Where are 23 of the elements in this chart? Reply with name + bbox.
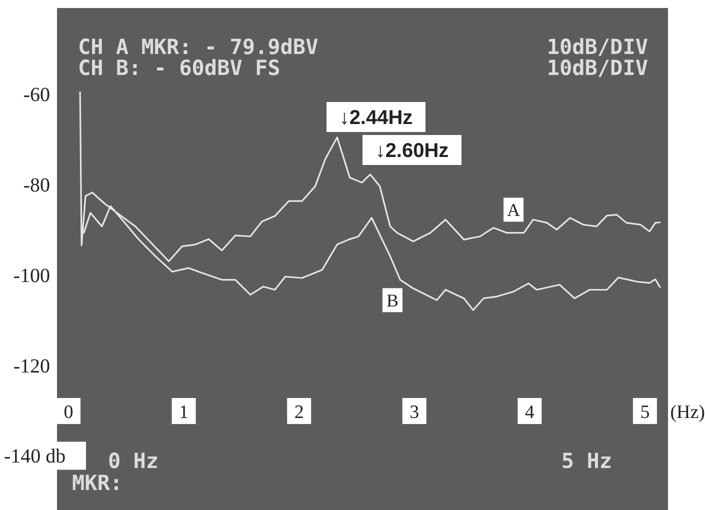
annotation: 0 Hz — [108, 449, 159, 473]
annotation: A — [507, 200, 520, 220]
annotation: B — [386, 290, 398, 311]
x-tick-label: 2 — [294, 402, 304, 423]
annotation: ↓2.44Hz — [339, 107, 413, 129]
x-tick-label: 1 — [179, 402, 189, 423]
annotation: CH B: - 60dBV FS — [78, 56, 280, 80]
x-tick-label: 5 — [640, 402, 650, 423]
x-tick-label: 3 — [410, 402, 420, 423]
annotation: 10dB/DIV — [546, 35, 648, 59]
annotation: MKR: — [72, 471, 123, 495]
annotation: 10dB/DIV — [546, 56, 648, 80]
x-axis-title: (Hz) — [670, 402, 705, 423]
y-tick-label: -120 — [13, 355, 50, 378]
x-tick-label: 4 — [524, 402, 535, 423]
annotation: 5 Hz — [561, 449, 612, 473]
x-tick-label: 0 — [64, 402, 74, 423]
y-tick-label: -80 — [23, 174, 50, 196]
y-tick-label: -140 db — [4, 446, 66, 468]
y-tick-label: -60 — [23, 84, 50, 106]
y-tick-label: -100 — [13, 264, 50, 287]
annotation: CH A MKR: - 79.9dBV — [78, 35, 319, 59]
annotation: ↓2.60Hz — [375, 140, 449, 162]
